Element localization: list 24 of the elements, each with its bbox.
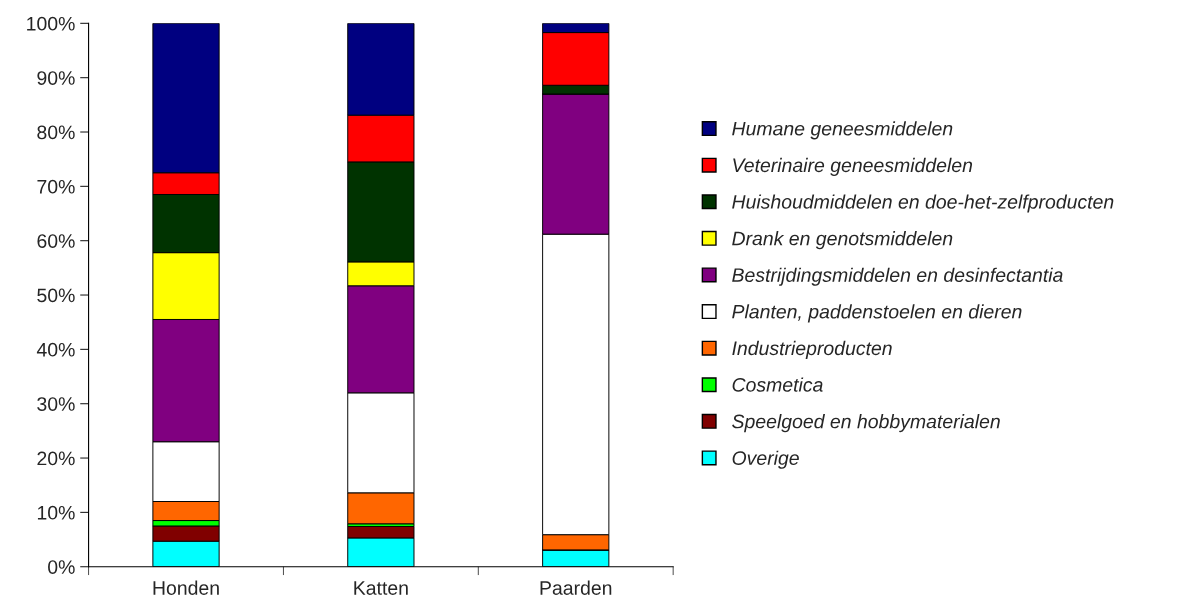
legend-label: Huishoudmiddelen en doe-het-zelfproducten (732, 194, 1114, 213)
y-tick-label: 40% (36, 342, 75, 357)
y-tick-label: 0% (48, 560, 75, 574)
y-tick-label: 50% (37, 288, 75, 303)
legend-label: Cosmetica (732, 377, 823, 392)
y-tick-label: 30% (37, 397, 75, 411)
legend-label: Speelgoed en hobbymaterialen (732, 414, 1000, 433)
legend-label: Veterinaire geneesmiddelen (733, 157, 973, 176)
y-tick-label: 70% (37, 179, 75, 194)
y-tick-label: 100% (27, 16, 75, 31)
y-tick-label: 80% (37, 125, 75, 140)
y-tick-label: 10% (37, 505, 75, 520)
legend-label: Drank en genotsmiddelen (732, 231, 953, 250)
legend-label: Overige (732, 450, 799, 469)
x-tick-label: Paarden (540, 580, 612, 595)
y-tick-label: 20% (37, 451, 75, 466)
legend-label: Industrieproducten (732, 340, 892, 359)
legend-label: Bestrijdingsmiddelen en desinfectantia (732, 267, 1063, 286)
y-tick-label: 60% (37, 234, 75, 248)
y-tick-label: 90% (37, 71, 75, 85)
legend-label: Humane geneesmiddelen (732, 121, 953, 140)
x-tick-label: Katten (354, 581, 408, 595)
x-tick-label: Honden (153, 580, 219, 595)
legend-label: Planten, paddenstoelen en dieren (732, 304, 1022, 323)
